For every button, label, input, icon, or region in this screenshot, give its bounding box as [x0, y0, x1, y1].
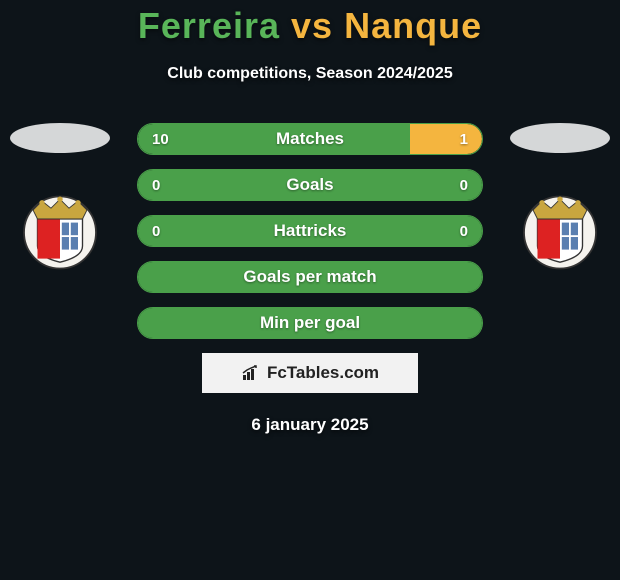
stat-bar: Goals per match	[137, 261, 483, 293]
stats-bars: 101Matches 00Goals 00Hattricks Goals per ma…	[137, 123, 483, 339]
brand-box[interactable]: FcTables.com	[202, 353, 418, 393]
stat-bar: Min per goal	[137, 307, 483, 339]
right-player-column	[510, 123, 610, 273]
player2-club-crest	[515, 183, 605, 273]
player1-club-crest	[15, 183, 105, 273]
player2-name: Nanque	[344, 5, 482, 46]
brand-text: FcTables.com	[267, 363, 379, 383]
stat-bar: 101Matches	[137, 123, 483, 155]
stat-label: Hattricks	[138, 221, 482, 241]
player2-avatar-placeholder	[510, 123, 610, 153]
subtitle: Club competitions, Season 2024/2025	[0, 65, 620, 83]
chart-icon	[241, 365, 261, 381]
comparison-content: 101Matches 00Goals 00Hattricks Goals per ma…	[0, 123, 620, 435]
stat-label: Goals	[138, 175, 482, 195]
player1-avatar-placeholder	[10, 123, 110, 153]
date-text: 6 january 2025	[0, 415, 620, 435]
stat-label: Matches	[138, 129, 482, 149]
left-player-column	[10, 123, 110, 273]
page-title: Ferreira vs Nanque	[0, 0, 620, 47]
stat-label: Goals per match	[138, 267, 482, 287]
stat-bar: 00Goals	[137, 169, 483, 201]
stat-bar: 00Hattricks	[137, 215, 483, 247]
vs-text: vs	[291, 5, 333, 46]
player1-name: Ferreira	[138, 5, 280, 46]
stat-label: Min per goal	[138, 313, 482, 333]
